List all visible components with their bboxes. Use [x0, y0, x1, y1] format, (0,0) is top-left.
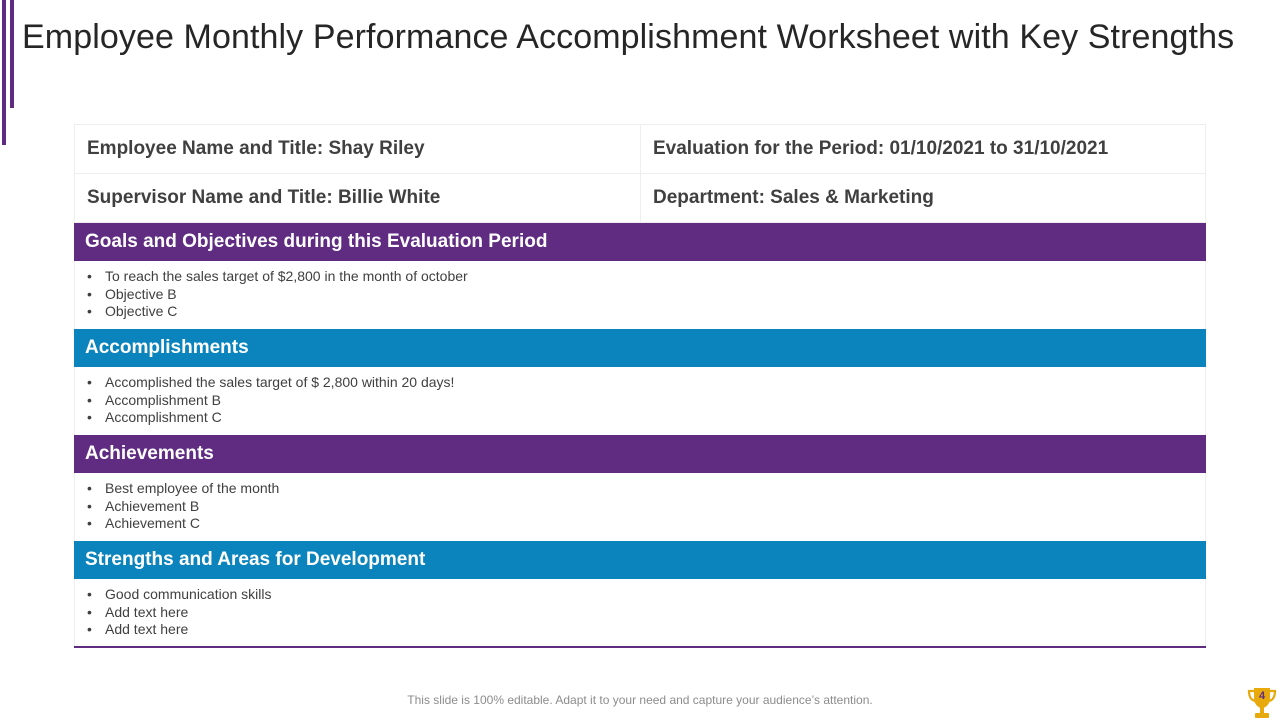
section-header-accomplishments: Accomplishments [74, 329, 1206, 367]
section-body-goals: To reach the sales target of $2,800 in t… [74, 261, 1206, 329]
list-item: Achievement B [87, 498, 1205, 516]
worksheet-table: Employee Name and Title: Shay Riley Eval… [74, 124, 1206, 648]
employee-info-grid: Employee Name and Title: Shay Riley Eval… [74, 124, 1206, 223]
footer-note: This slide is 100% editable. Adapt it to… [407, 693, 873, 707]
list-item: Accomplishment B [87, 392, 1205, 410]
list-item: Add text here [87, 604, 1205, 622]
list-item: Objective B [87, 286, 1205, 304]
goals-list: To reach the sales target of $2,800 in t… [87, 268, 1205, 321]
section-header-strengths: Strengths and Areas for Development [74, 541, 1206, 579]
section-header-goals: Goals and Objectives during this Evaluat… [74, 223, 1206, 261]
achievements-list: Best employee of the month Achievement B… [87, 480, 1205, 533]
page-title: Employee Monthly Performance Accomplishm… [22, 18, 1235, 56]
list-item: Add text here [87, 621, 1205, 639]
list-item: To reach the sales target of $2,800 in t… [87, 268, 1205, 286]
list-item: Accomplished the sales target of $ 2,800… [87, 374, 1205, 392]
section-body-achievements: Best employee of the month Achievement B… [74, 473, 1206, 541]
strengths-list: Good communication skills Add text here … [87, 586, 1205, 639]
section-header-achievements: Achievements [74, 435, 1206, 473]
accomplishments-list: Accomplished the sales target of $ 2,800… [87, 374, 1205, 427]
evaluation-period-cell: Evaluation for the Period: 01/10/2021 to… [640, 125, 1206, 174]
department-cell: Department: Sales & Marketing [640, 174, 1206, 223]
list-item: Objective C [87, 303, 1205, 321]
list-item: Accomplishment C [87, 409, 1205, 427]
section-body-strengths: Good communication skills Add text here … [74, 579, 1206, 646]
page-number: 4 [1258, 690, 1266, 702]
list-item: Best employee of the month [87, 480, 1205, 498]
page-number-badge: 4 [1247, 686, 1277, 720]
trophy-icon [1247, 688, 1277, 718]
accent-bar [2, 0, 6, 145]
list-item: Good communication skills [87, 586, 1205, 604]
employee-name-cell: Employee Name and Title: Shay Riley [74, 125, 640, 174]
supervisor-name-cell: Supervisor Name and Title: Billie White [74, 174, 640, 223]
section-body-accomplishments: Accomplished the sales target of $ 2,800… [74, 367, 1206, 435]
list-item: Achievement C [87, 515, 1205, 533]
accent-bar [10, 0, 14, 108]
